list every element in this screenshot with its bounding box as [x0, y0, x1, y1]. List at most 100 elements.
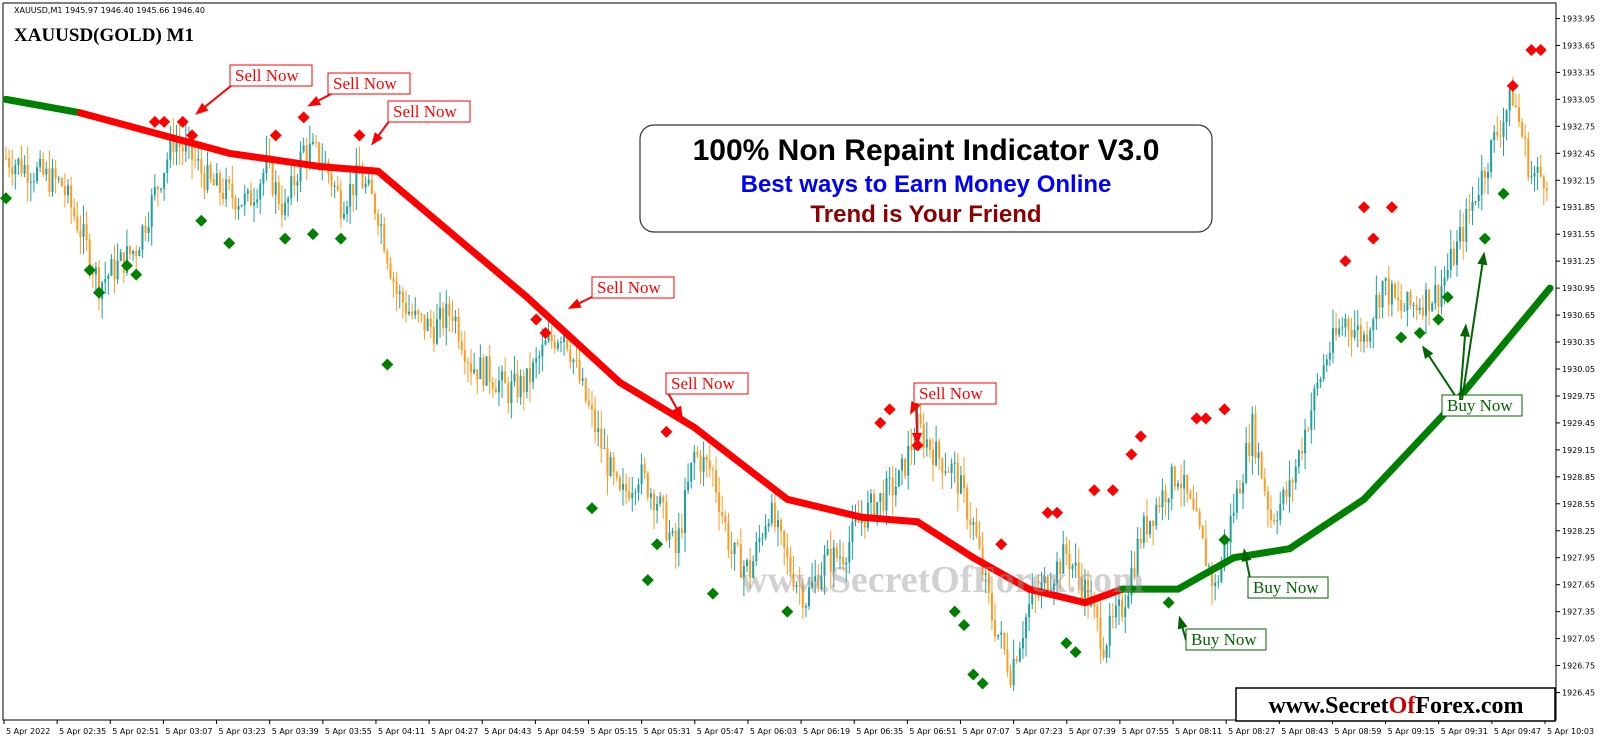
candle-body: [1440, 285, 1443, 307]
sell-signal-marker: [1088, 484, 1101, 497]
candle-body: [234, 197, 237, 210]
candle-body: [628, 491, 631, 499]
candle-body: [175, 142, 178, 152]
annotation-text: Sell Now: [671, 374, 735, 393]
candle-body: [680, 528, 683, 533]
candle-body: [48, 168, 51, 192]
candle-body: [293, 176, 296, 186]
candle-body: [380, 224, 383, 226]
candle-body: [339, 190, 342, 219]
candle-body: [1486, 172, 1489, 178]
candle-body: [901, 458, 904, 471]
candle-body: [618, 477, 621, 490]
candle-body: [1449, 248, 1452, 270]
url-part-2: Of: [1389, 693, 1417, 719]
candle-body: [696, 451, 699, 456]
candle-body: [1096, 606, 1099, 618]
sell-signal-marker: [176, 115, 189, 128]
candle-body: [1062, 544, 1065, 574]
x-tick-label: 5 Apr 05:15: [591, 727, 638, 736]
candle-body: [129, 246, 132, 254]
candle-body: [1409, 292, 1412, 305]
candle-body: [922, 424, 925, 448]
candle-body: [711, 469, 714, 471]
x-tick-label: 5 Apr 02:35: [59, 727, 106, 736]
x-tick-label: 5 Apr 08:59: [1334, 727, 1381, 736]
candle-body: [535, 358, 538, 363]
candle-body: [1477, 194, 1480, 202]
buy-signal-marker: [948, 605, 961, 618]
candle-body: [138, 250, 141, 257]
candle-body: [485, 356, 488, 386]
buy-signal-marker: [651, 538, 664, 551]
candle-body: [764, 526, 767, 538]
candle-body: [501, 371, 504, 381]
candle-body: [404, 302, 407, 314]
candle-body: [876, 501, 879, 519]
candle-body: [215, 173, 218, 186]
website-url: www.SecretOfForex.com: [1268, 693, 1523, 719]
candle-body: [944, 471, 947, 473]
candle-body: [705, 456, 708, 461]
candle-body: [727, 522, 730, 551]
y-tick-label: 1927.35: [1562, 608, 1595, 617]
candle-body: [1273, 519, 1276, 522]
candle-body: [702, 456, 705, 472]
buy-signal-marker: [279, 232, 292, 245]
sell-signal-marker: [1218, 403, 1231, 416]
candle-body: [1294, 466, 1297, 483]
candle-body: [11, 167, 14, 175]
candle-body: [1114, 605, 1117, 618]
candle-body: [1130, 567, 1133, 596]
candle-body: [1418, 307, 1421, 311]
y-tick-label: 1927.05: [1562, 635, 1595, 644]
x-tick-label: 5 Apr 08:27: [1228, 727, 1275, 736]
x-tick-label: 5 Apr 10:03: [1547, 727, 1594, 736]
trend-line-segment: [523, 293, 624, 386]
candle-body: [1499, 135, 1502, 137]
buy-signal-marker: [706, 587, 719, 600]
candle-body: [1545, 188, 1548, 191]
candle-body: [1031, 592, 1034, 605]
candle-body: [1406, 292, 1409, 311]
candle-body: [820, 575, 823, 590]
candle-body: [1043, 576, 1046, 583]
candle-body: [556, 342, 559, 349]
candle-body: [1459, 227, 1462, 242]
candle-body: [361, 173, 364, 188]
candle-body: [845, 562, 848, 565]
candle-body: [172, 136, 175, 152]
candle-body: [1083, 579, 1086, 599]
candle-body: [1142, 516, 1145, 543]
candle-body: [451, 316, 454, 321]
signal-markers-layer: [0, 43, 1547, 690]
candle-body: [1400, 300, 1403, 311]
sell-signal-marker: [1534, 43, 1547, 56]
candle-body: [370, 179, 373, 195]
candle-body: [82, 223, 85, 237]
candle-body: [904, 458, 907, 476]
candle-body: [1170, 466, 1173, 499]
candle-body: [1198, 511, 1201, 527]
candle-body: [17, 158, 20, 166]
x-tick-label: 5 Apr 03:23: [219, 727, 266, 736]
candle-body: [1124, 607, 1127, 617]
candle-body: [181, 147, 184, 152]
candle-body: [209, 164, 212, 180]
sell-signal-marker: [1199, 412, 1212, 425]
annotation-text: Buy Now: [1447, 396, 1513, 415]
x-tick-label: 5 Apr 07:39: [1069, 727, 1116, 736]
buy-signal-marker: [306, 228, 319, 241]
candle-body: [482, 357, 485, 386]
x-tick-label: 5 Apr 08:11: [1175, 727, 1222, 736]
annotation-arrowhead: [307, 96, 322, 107]
annotation-arrowhead: [1459, 323, 1470, 337]
candle-body: [88, 239, 91, 272]
candle-body: [1217, 581, 1220, 583]
candle-body: [559, 342, 562, 344]
candle-body: [789, 556, 792, 573]
candle-body: [668, 532, 671, 540]
candle-body: [544, 340, 547, 345]
candle-body: [63, 186, 66, 196]
